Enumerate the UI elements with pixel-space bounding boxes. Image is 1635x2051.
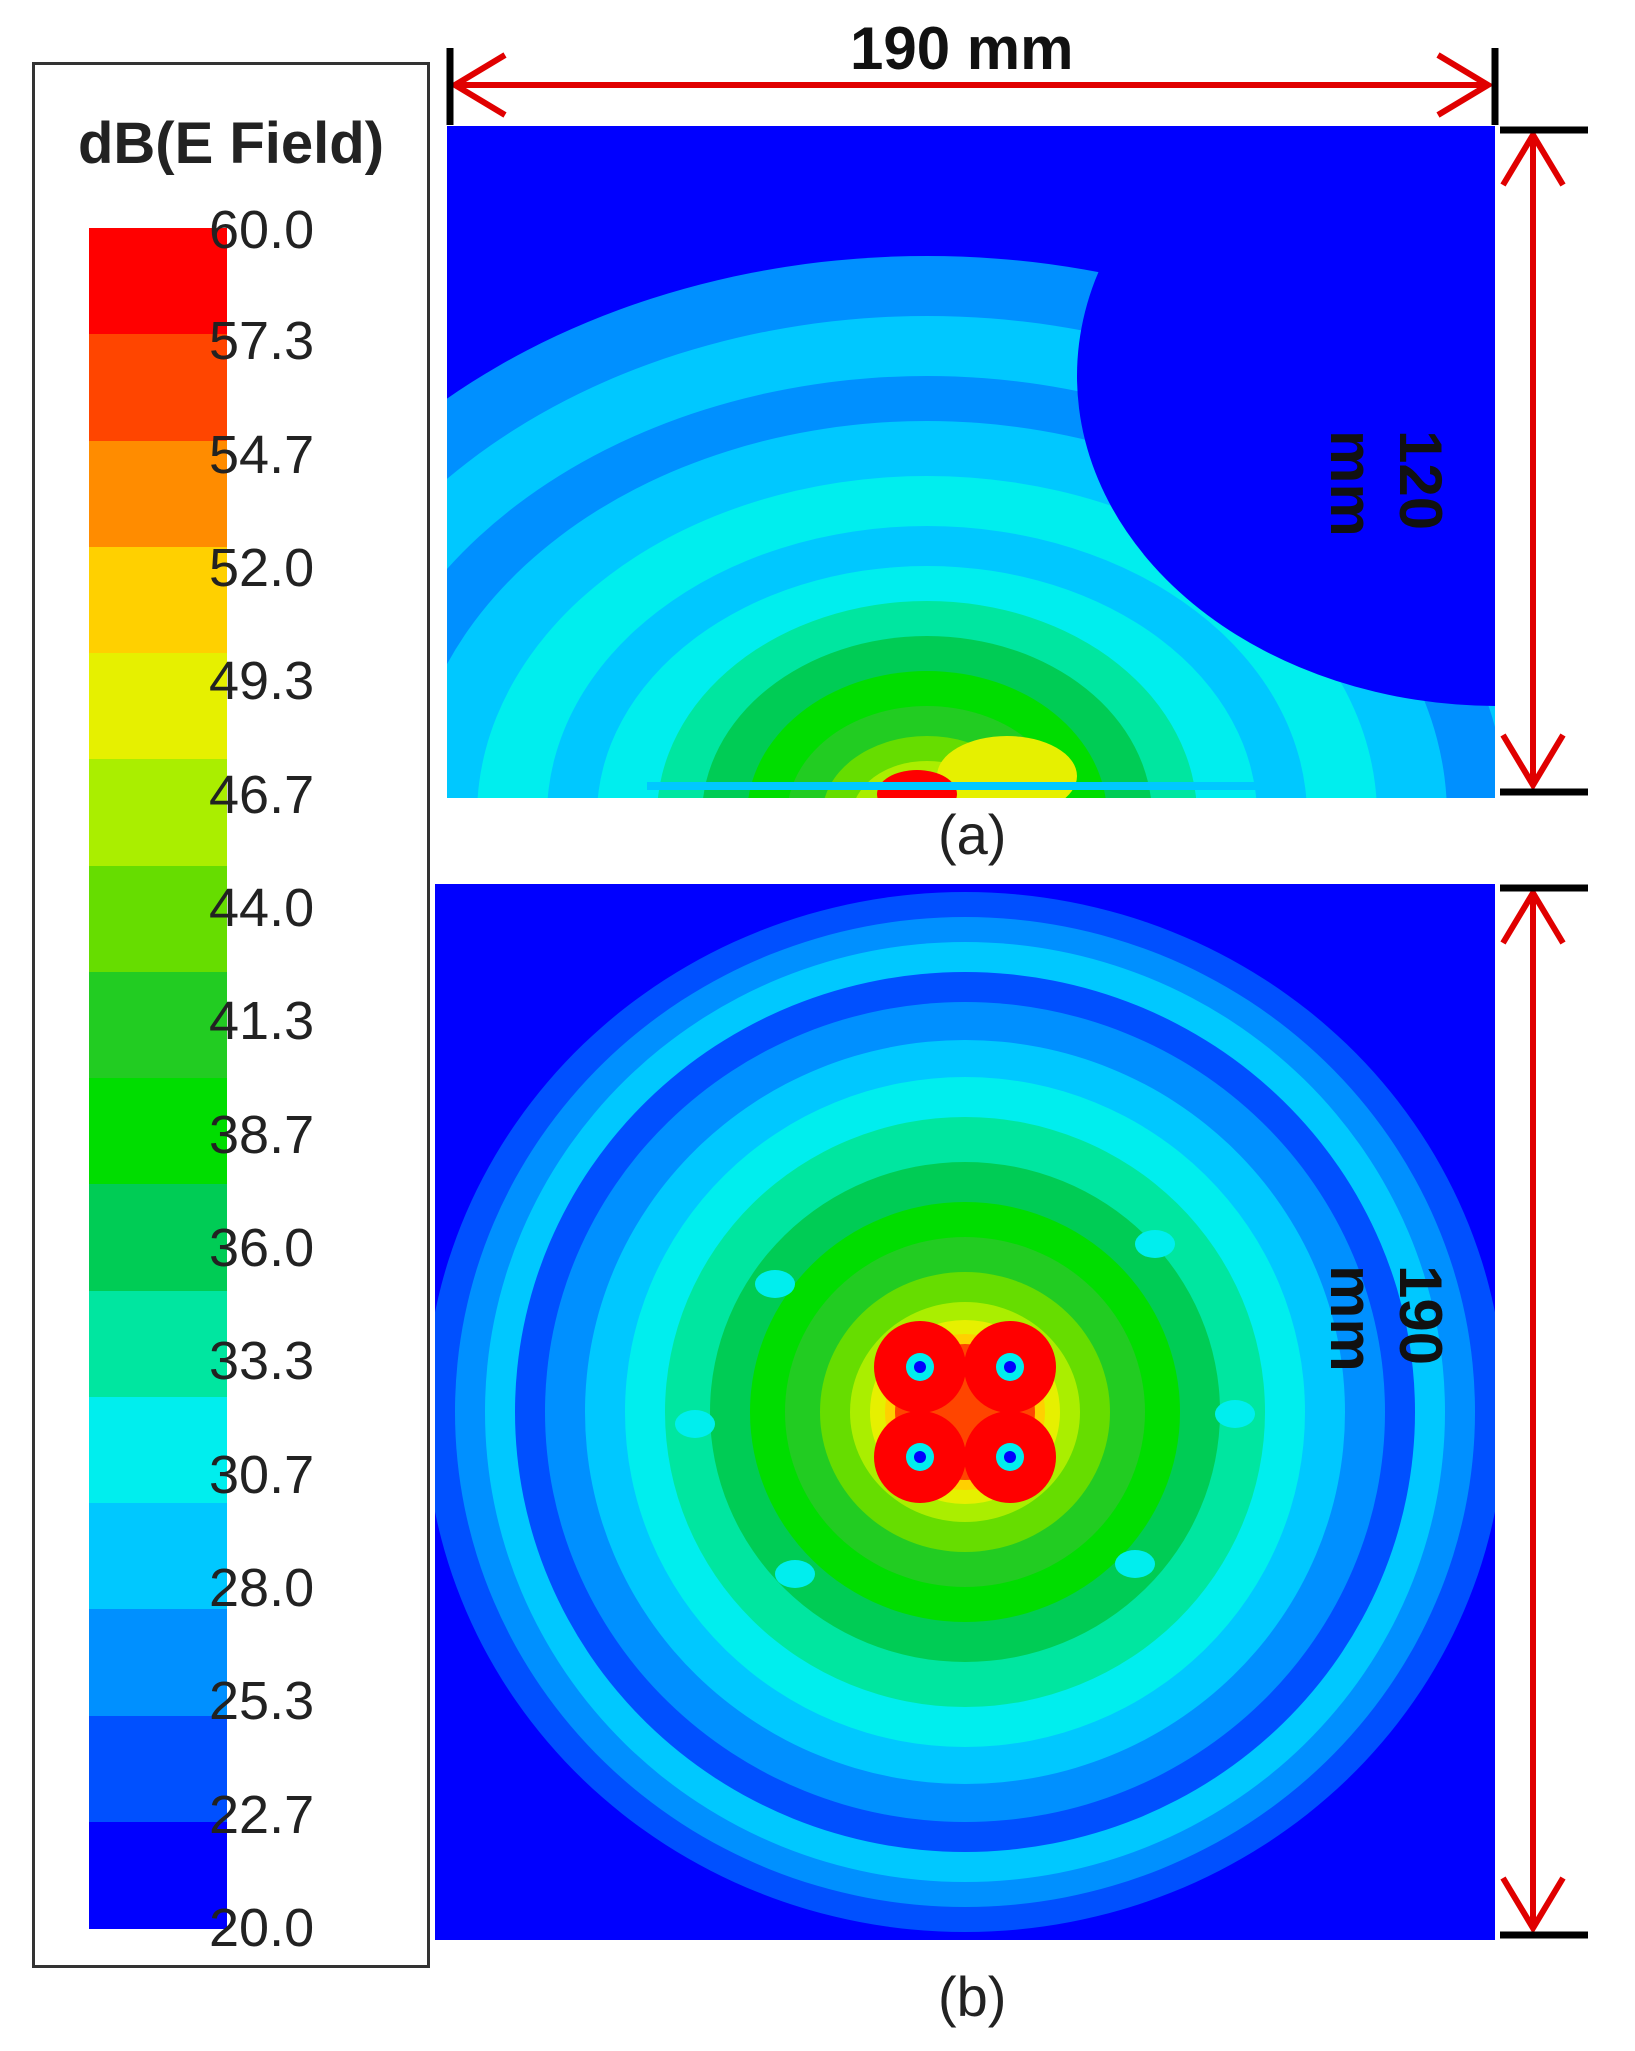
colorbar-band [89,228,227,336]
field-contour [647,782,1287,790]
colorbar-band [89,440,227,548]
field-contour [1077,126,1495,706]
field-contour [914,1361,926,1373]
colorbar-tick-label: 25.3 [209,1671,315,1732]
colorbar-band [89,1078,227,1186]
colorbar-band [89,1184,227,1292]
colorbar-band [89,1821,227,1929]
field-contour [775,1560,815,1588]
colorbar-tick-label: 57.3 [209,311,315,372]
field-contour [914,1451,926,1463]
colorbar-tick-label: 54.7 [209,424,315,485]
colorbar-tick-label: 28.0 [209,1558,315,1618]
colorbar-tick-label: 49.3 [209,651,315,712]
legend: dB(E Field) 60.0 57.3 54.7 52.0 49.3 46.7 44.0… [32,62,430,1968]
field-map-top-view [435,884,1495,1940]
colorbar-band [89,1290,227,1398]
field-contour [675,1410,715,1438]
colorbar-band [89,653,227,761]
colorbar-band [89,759,227,867]
colorbar-tick-label: 52.0 [209,538,315,598]
colorbar-band [89,546,227,654]
legend-title: dB(E Field) [77,111,385,176]
field-contour [1004,1451,1016,1463]
field-contour [755,1270,795,1298]
colorbar-band [89,334,227,442]
colorbar-band [89,1396,227,1504]
caption-a: (a) [938,803,1007,866]
colorbar-band [89,865,227,973]
colorbar [89,228,227,1929]
colorbar-tick-label: 44.0 [209,878,315,938]
field-contour [1135,1230,1175,1258]
width-dimension-label: 190 mm [850,15,1074,82]
colorbar-tick-label: 33.3 [209,1331,315,1392]
field-contour [1004,1361,1016,1373]
colorbar-tick-label: 20.0 [209,1898,315,1958]
colorbar-band [89,1715,227,1823]
colorbar-band [89,1503,227,1611]
colorbar-tick-label: 22.7 [209,1784,315,1845]
colorbar-tick-label: 41.3 [209,991,315,1052]
colorbar-tick-label: 38.7 [209,1104,315,1165]
field-contour [1215,1400,1255,1428]
colorbar-tick-label: 30.7 [209,1444,315,1505]
colorbar-tick-label: 60.0 [209,200,315,260]
field-contour [1115,1550,1155,1578]
colorbar-tick-label: 36.0 [209,1218,315,1278]
colorbar-band [89,971,227,1079]
field-map-side-view [447,126,1495,798]
colorbar-tick-label: 46.7 [209,764,315,825]
colorbar-band [89,1609,227,1717]
caption-b: (b) [938,1965,1007,2028]
